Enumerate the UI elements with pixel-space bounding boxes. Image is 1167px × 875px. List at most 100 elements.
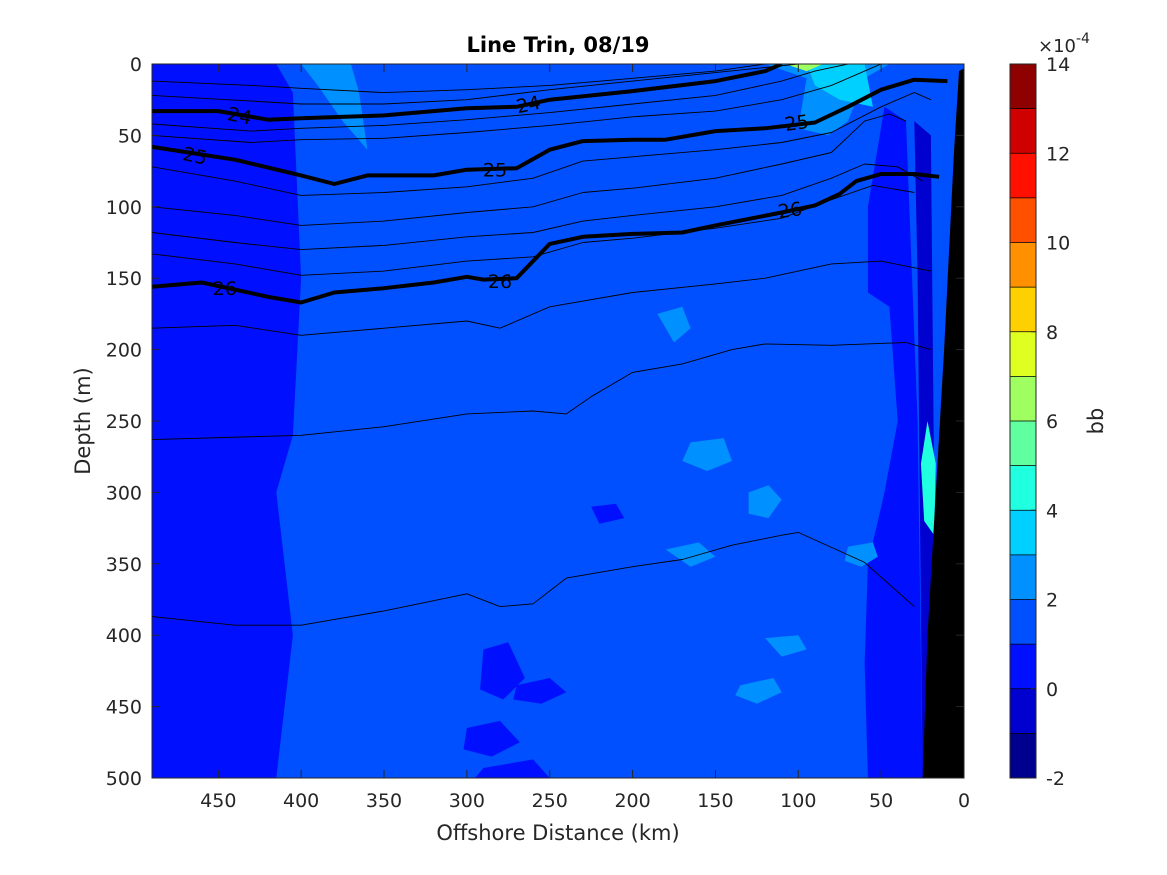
y-tick-label: 300	[106, 482, 142, 504]
x-tick-label: 250	[532, 790, 568, 812]
color-region-12	[665, 542, 716, 567]
contour-label-text: 24	[225, 103, 253, 130]
contour-line-13	[152, 531, 915, 626]
x-tick-label: 350	[366, 790, 402, 812]
color-region-19	[591, 503, 625, 524]
color-region-11	[765, 635, 807, 657]
colorbar-segment	[1010, 554, 1036, 600]
y-tick-label: 450	[106, 697, 142, 719]
bathymetry	[922, 68, 964, 778]
colorbar-tick-label: 14	[1046, 54, 1070, 76]
colorbar-exponent-power: -4	[1076, 31, 1090, 47]
seafloor	[922, 68, 964, 778]
color-region-1	[864, 106, 923, 778]
contour-label-6: 26	[488, 271, 512, 293]
y-tick-label: 0	[130, 54, 142, 76]
y-axis-label: Depth (m)	[71, 367, 95, 474]
y-tick-label: 350	[106, 554, 142, 576]
color-region-8	[657, 306, 691, 343]
x-tick-label: 400	[283, 790, 319, 812]
x-tick-label: 450	[200, 790, 236, 812]
colorbar-segment	[1010, 287, 1036, 332]
colorbar-segment	[1010, 64, 1036, 109]
color-region-17	[463, 720, 520, 757]
colorbar-tick-label: 4	[1046, 500, 1058, 522]
colorbar-segment	[1010, 688, 1036, 734]
colorbar-segment	[1010, 421, 1036, 466]
y-tick-label: 500	[106, 768, 142, 790]
contour-line-0	[152, 64, 766, 94]
color-region-16	[513, 678, 567, 704]
y-tick-label: 50	[118, 125, 142, 147]
y-tick-label: 200	[106, 340, 142, 362]
contour-label-text: 26	[213, 278, 237, 300]
contour-label-text: 24	[514, 92, 542, 119]
contour-line-7	[152, 113, 907, 226]
x-axis: 450 400 350 300 250 200 150 100 50 0	[200, 64, 970, 812]
y-tick-label: 100	[106, 197, 142, 219]
color-region-5	[301, 64, 368, 150]
colorbar-segment	[1010, 197, 1036, 243]
contour-label-text: 26	[777, 198, 804, 223]
contour-line-6	[152, 92, 932, 196]
x-tick-label: 200	[614, 790, 650, 812]
contour-line-3	[152, 64, 849, 132]
x-tick-label: 150	[697, 790, 733, 812]
color-region-6	[682, 438, 732, 471]
contour-label-4: 25	[783, 111, 810, 136]
colorbar-exponent: ×10-4	[1038, 31, 1090, 57]
y-tick-label: 150	[106, 268, 142, 290]
density-contours	[152, 64, 948, 626]
color-region-0	[152, 64, 302, 778]
contour-label-text: 25	[483, 160, 507, 182]
colorbar-segment	[1010, 153, 1036, 198]
contour-label-1: 24	[514, 92, 542, 119]
color-region-18	[475, 759, 550, 778]
plot-area: 24 24 25 25 25 26 26 26	[152, 64, 964, 778]
colorbar-segment	[1010, 108, 1036, 154]
x-tick-label: 300	[449, 790, 485, 812]
x-tick-label: 50	[869, 790, 893, 812]
colorbar-segment	[1010, 465, 1036, 511]
contour-label-5: 26	[213, 278, 237, 300]
colorbar-tick-label: 6	[1046, 411, 1058, 433]
color-region-14	[785, 64, 824, 72]
x-axis-label: Offshore Distance (km)	[436, 821, 679, 845]
colorbar-segment	[1010, 376, 1036, 421]
colorbar-tick-label: -2	[1046, 768, 1065, 790]
contour-label-text: 26	[488, 271, 512, 293]
contour-line-4	[152, 64, 882, 143]
contour-line-12	[152, 342, 932, 441]
colorbar-tick-label: 0	[1046, 679, 1058, 701]
color-region-9	[844, 542, 878, 567]
colorbar-label: bb	[1084, 408, 1108, 435]
colorbar-segment	[1010, 644, 1036, 689]
y-tick-label: 400	[106, 625, 142, 647]
color-region-15	[480, 642, 525, 700]
colorbar-tick-label: 8	[1046, 322, 1058, 344]
y-axis: 0 50 100 150 200 250 300 350 400 450 500	[106, 54, 964, 790]
contour-label-0: 24	[225, 103, 253, 130]
color-region-13	[920, 421, 936, 536]
contour-line-25-5	[152, 77, 948, 186]
colorbar-segment	[1010, 242, 1036, 288]
colorbar	[1010, 63, 1036, 779]
contour-label-text: 25	[181, 143, 209, 170]
contour-label-7: 26	[777, 198, 804, 223]
x-tick-label: 100	[780, 790, 816, 812]
x-tick-label: 0	[958, 790, 970, 812]
colorbar-segment	[1010, 331, 1036, 377]
color-region-7	[748, 485, 782, 519]
colorbar-ticks: -2 0 2 4 6 8 10 12 14	[1031, 54, 1070, 790]
colorbar-tick-label: 12	[1046, 143, 1070, 165]
colorbar-segment	[1010, 599, 1036, 645]
color-regions	[152, 64, 936, 778]
y-tick-label: 250	[106, 411, 142, 433]
contour-line-1	[152, 64, 799, 105]
colorbar-segment	[1010, 733, 1036, 778]
contour-label-2: 25	[181, 143, 209, 170]
contour-line-24-2	[152, 64, 783, 122]
contour-line-8	[152, 163, 923, 251]
contour-label-3: 25	[483, 160, 507, 182]
contour-line-11	[152, 260, 931, 336]
